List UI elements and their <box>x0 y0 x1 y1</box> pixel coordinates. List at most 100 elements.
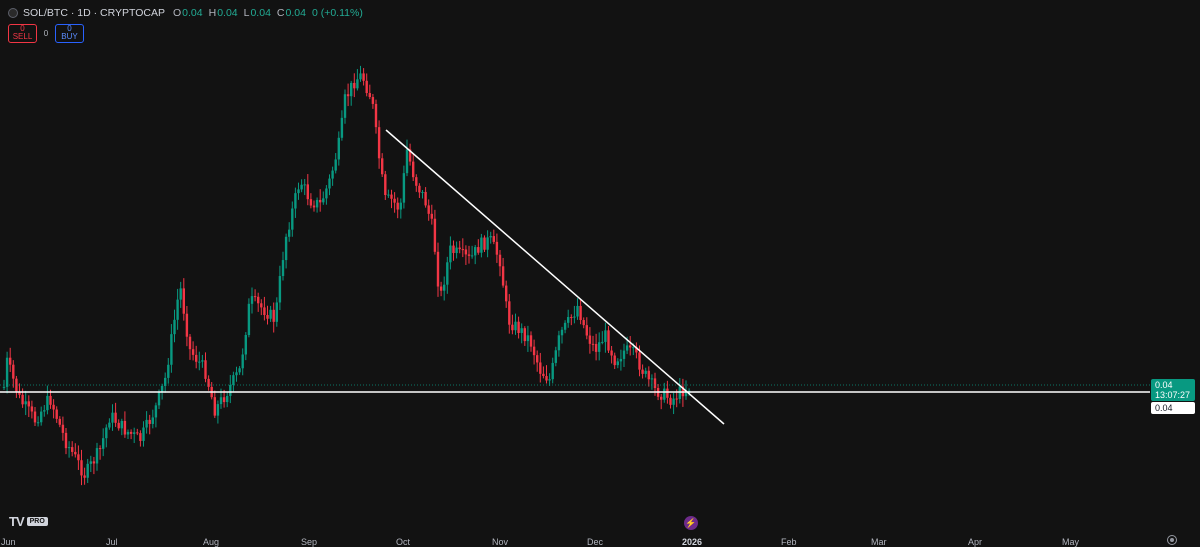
candle-body <box>300 184 303 190</box>
candle-body <box>58 418 61 425</box>
candle-body <box>436 251 440 287</box>
candle-body <box>492 236 495 242</box>
candle-body <box>232 375 235 386</box>
candle-body <box>83 475 86 478</box>
sell-label: SELL <box>12 32 33 41</box>
candle-body <box>675 398 678 400</box>
candle-body <box>164 377 167 386</box>
candle-body <box>514 321 517 331</box>
candle-body <box>548 379 551 381</box>
candle-body <box>98 448 102 450</box>
candle-body <box>142 427 145 441</box>
candle-body <box>461 249 464 251</box>
candle-body <box>157 392 161 406</box>
candle-body <box>238 368 241 373</box>
candle-body <box>77 454 80 461</box>
candle-body <box>470 255 474 257</box>
candle-body <box>52 404 55 410</box>
descending-trendline[interactable] <box>385 129 725 425</box>
candle-body <box>213 397 216 416</box>
close-label: C <box>276 7 285 19</box>
candle-body <box>616 361 619 366</box>
candle-body <box>148 419 151 424</box>
candle-body <box>393 198 396 203</box>
candle-body <box>520 328 523 333</box>
candle-body <box>312 205 316 208</box>
candle-body <box>483 237 486 250</box>
candle-body <box>452 245 455 254</box>
lightning-icon[interactable]: ⚡ <box>684 516 698 530</box>
candle-body <box>449 245 452 263</box>
candle-body <box>613 355 616 366</box>
candle-body <box>346 94 350 97</box>
candle-body <box>396 202 399 210</box>
candle-body <box>105 427 108 439</box>
buy-button[interactable]: 0 BUY <box>55 23 84 43</box>
candle-body <box>74 451 77 455</box>
candle-body <box>288 229 291 237</box>
candle-body <box>486 237 489 250</box>
candle-body <box>638 352 641 370</box>
candle-body <box>281 260 285 277</box>
candle-body <box>377 127 381 159</box>
candle-body <box>433 218 437 252</box>
last-price-tag: 0.04 13:07:27 <box>1151 379 1195 401</box>
candle-body <box>216 404 220 416</box>
candle-body <box>582 320 585 326</box>
candle-body <box>55 409 58 419</box>
settings-icon[interactable] <box>1167 535 1177 545</box>
candle-body <box>629 345 632 348</box>
candle-body <box>427 205 430 214</box>
candle-body <box>257 296 260 304</box>
candle-body <box>480 237 483 253</box>
symbol-title[interactable]: SOL/BTC · 1D · CRYPTOCAP <box>23 7 165 19</box>
candle-body <box>560 329 564 336</box>
candle-body <box>170 334 173 365</box>
change-value: 0 (+0.11%) <box>311 7 363 19</box>
candle-body <box>529 335 533 347</box>
candle-body <box>660 396 663 400</box>
candle-body <box>517 321 520 333</box>
candle-body <box>570 317 573 319</box>
horizontal-line-price: 0.04 <box>1155 403 1173 413</box>
candle-body <box>415 177 418 186</box>
time-axis-label: Feb <box>781 537 797 547</box>
candle-body <box>641 369 644 374</box>
candle-body <box>594 343 598 352</box>
candle-body <box>443 284 446 291</box>
candle-body <box>9 357 12 365</box>
high-label: H <box>208 7 217 19</box>
candle-body <box>64 432 68 449</box>
time-axis-label: Jun <box>1 537 16 547</box>
candle-body <box>495 241 499 255</box>
candle-body <box>253 296 257 298</box>
buy-label: BUY <box>61 32 78 41</box>
candle-body <box>260 303 263 308</box>
candle-body <box>424 191 427 206</box>
last-price-value: 0.04 <box>1155 380 1173 390</box>
candle-body <box>591 343 595 345</box>
candle-body <box>539 362 542 374</box>
time-axis-label-year: 2026 <box>682 537 703 547</box>
candle-body <box>30 406 34 412</box>
candle-body <box>235 372 238 376</box>
candle-body <box>523 328 526 342</box>
candle-body <box>46 395 49 411</box>
candle-body <box>601 341 604 343</box>
candle-body <box>579 305 582 321</box>
sell-button[interactable]: 0 SELL <box>8 23 37 43</box>
candle-body <box>334 159 337 171</box>
candle-body <box>455 247 458 254</box>
candle-body <box>71 447 74 452</box>
candle-body <box>678 386 681 399</box>
tradingview-logo[interactable]: TV PRO <box>9 514 48 529</box>
candle-body <box>337 137 340 160</box>
candle-body <box>126 431 130 435</box>
candle-body <box>508 301 511 325</box>
candle-body <box>80 460 83 476</box>
candle-body <box>430 213 433 219</box>
candle-body <box>185 313 189 337</box>
candle-body <box>328 178 331 189</box>
candle-body <box>399 202 402 210</box>
